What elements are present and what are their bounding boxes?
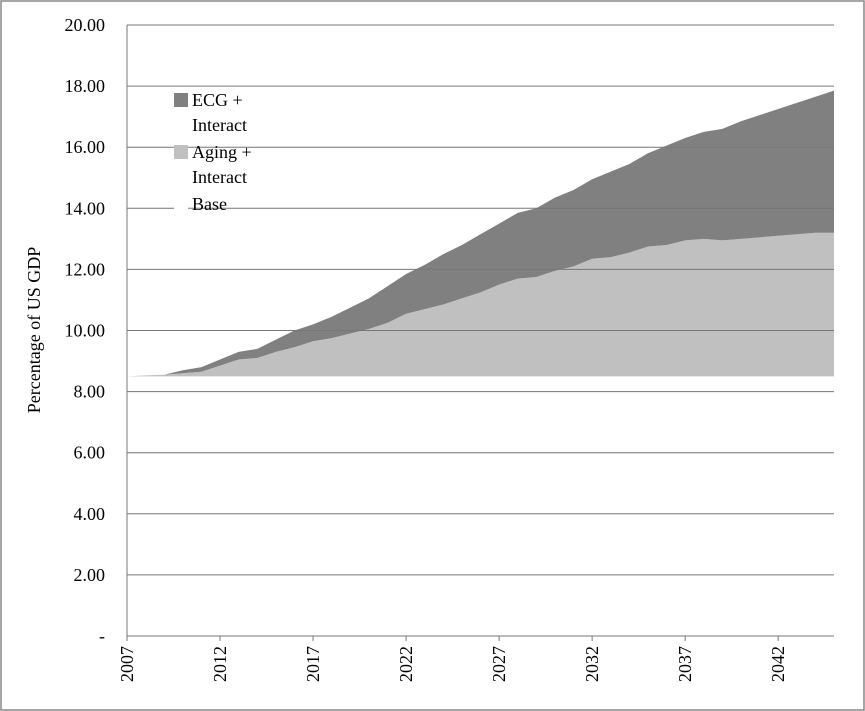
legend-label: Base [192, 194, 227, 214]
y-tick-label: 12.00 [65, 259, 106, 279]
y-tick-label: 14.00 [65, 198, 106, 218]
area [127, 90, 834, 377]
y-tick-label: 10.00 [65, 321, 106, 341]
x-tick-label: 2022 [396, 646, 416, 682]
x-tick-label: 2007 [117, 646, 137, 682]
legend-swatch [174, 93, 188, 107]
y-tick-label: 4.00 [74, 504, 106, 524]
legend-item: ECG + Interact [174, 88, 304, 138]
legend: ECG + Interact Aging + Interact Base [174, 88, 304, 219]
legend-label: Aging + Interact [192, 142, 252, 187]
x-tick-label: 2042 [768, 646, 788, 682]
y-axis-label: Percentage of US GDP [24, 247, 44, 413]
area [127, 376, 834, 636]
y-tick-label: 16.00 [65, 137, 106, 157]
area [127, 232, 834, 377]
x-tick-label: 2012 [210, 646, 230, 682]
x-tick-label: 2037 [675, 646, 695, 682]
legend-swatch [174, 145, 188, 159]
y-tick-label: 18.00 [65, 76, 106, 96]
legend-item: Aging + Interact [174, 140, 304, 190]
legend-swatch [174, 197, 188, 211]
y-tick-label: 20.00 [65, 15, 106, 35]
x-tick-label: 2032 [582, 646, 602, 682]
legend-label: ECG + Interact [192, 90, 247, 135]
legend-item: Base [174, 192, 304, 217]
y-tick-label: 2.00 [74, 565, 106, 585]
x-tick-label: 2017 [303, 646, 323, 682]
y-tick-label: - [99, 626, 105, 646]
y-tick-label: 8.00 [74, 382, 106, 402]
y-tick-label: 6.00 [74, 443, 106, 463]
x-tick-label: 2027 [489, 646, 509, 682]
